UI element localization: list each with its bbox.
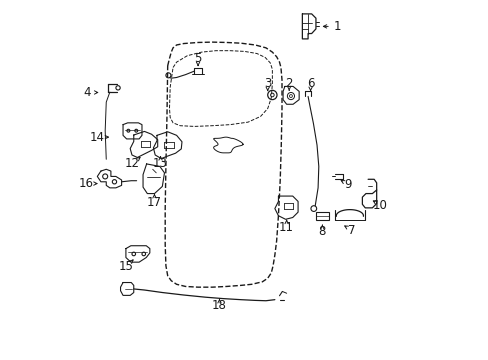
Text: 13: 13 [153,157,168,170]
Text: 15: 15 [118,260,133,273]
Text: 2: 2 [285,77,292,90]
Text: 14: 14 [90,131,104,144]
Text: 18: 18 [212,299,226,312]
Text: 1: 1 [333,20,341,33]
Text: 5: 5 [194,52,202,65]
Text: 4: 4 [83,86,91,99]
Bar [315,212,328,220]
Text: 10: 10 [372,198,387,212]
Text: 17: 17 [147,195,162,209]
Text: 11: 11 [279,221,294,234]
Text: 8: 8 [318,225,325,238]
Text: 9: 9 [344,178,351,191]
Text: 16: 16 [79,177,94,190]
Text: 3: 3 [264,77,271,90]
Text: 12: 12 [124,157,139,170]
Text: 6: 6 [306,77,314,90]
Text: 7: 7 [347,224,355,237]
